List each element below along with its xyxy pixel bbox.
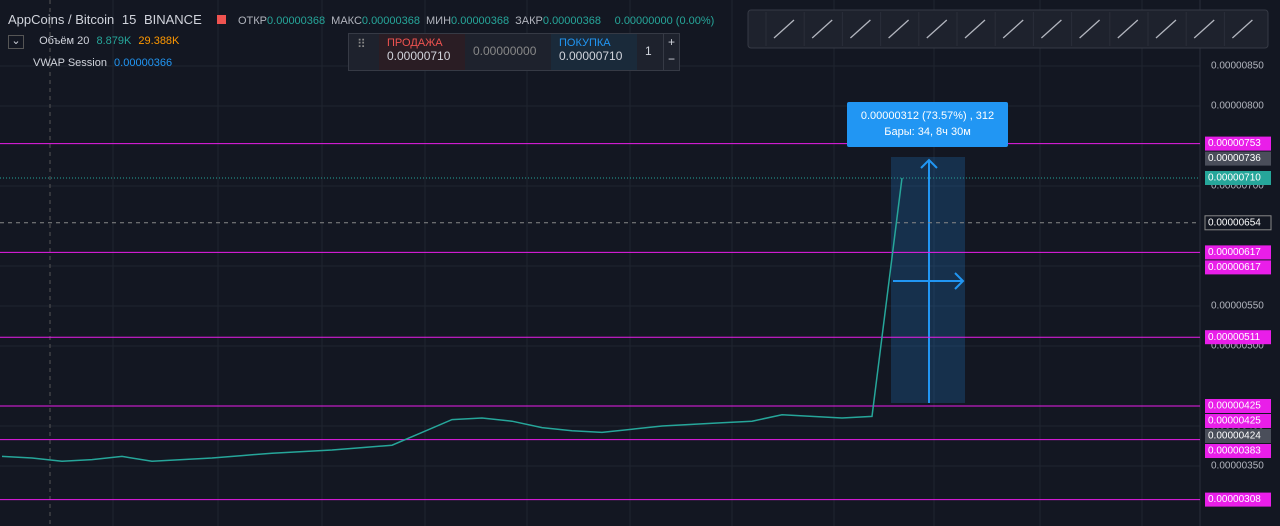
tool-icon (1155, 19, 1177, 39)
stepper[interactable]: + − (663, 34, 679, 70)
tool-icon (964, 19, 986, 39)
measure-arrow (893, 158, 965, 403)
indicator-value: 8.879K (96, 35, 132, 47)
price-label-box (1205, 429, 1271, 443)
price-label-box (1205, 136, 1271, 151)
toolbar-button[interactable] (765, 12, 795, 46)
vwap-legend: VWAP Session 0.00000366 (33, 57, 172, 69)
y-tick-label: 0.00000850 (1211, 61, 1264, 72)
price-label: 0.00000383 (1208, 446, 1261, 457)
toolbar-button[interactable] (803, 12, 833, 46)
price-label: 0.00000308 (1208, 494, 1261, 505)
change: 0.00000000 (0.00%) (614, 15, 715, 27)
exchange: BINANCE (143, 12, 202, 27)
tool-icon (926, 19, 948, 39)
price-label: 0.00000424 (1208, 431, 1261, 442)
y-tick-label: 0.00000550 (1211, 301, 1264, 312)
price-label: 0.00000617 (1208, 247, 1261, 258)
tool-icon (1117, 19, 1139, 39)
price-label-box (1205, 492, 1271, 507)
price-label-box (1205, 444, 1271, 458)
spread: 0.00000000 (473, 44, 537, 58)
buy-price: 0.00000710 (559, 49, 623, 63)
price-label-box (1205, 330, 1271, 345)
price-label-box (1205, 171, 1271, 185)
ohlc-value: 0.00000368 (451, 15, 510, 27)
buy-button[interactable]: ПОКУПКА 0.00000710 (551, 34, 637, 70)
indicator-name: VWAP Session (33, 57, 107, 69)
toolbar-button[interactable] (918, 12, 948, 46)
toolbar-button[interactable] (956, 12, 986, 46)
price-label: 0.00000654 (1208, 217, 1261, 228)
tool-icon (1040, 19, 1062, 39)
ohlc-label: МАКС (331, 15, 362, 27)
toolbar (747, 9, 1269, 49)
y-tick-label: 0.00000350 (1211, 461, 1264, 472)
y-tick-label: 0.00000500 (1211, 341, 1264, 352)
sell-label: ПРОДАЖА (387, 37, 443, 49)
quantity[interactable]: 1 (645, 44, 652, 58)
price-label-box (1205, 399, 1271, 413)
ohlc-label: ОТКР (238, 15, 268, 27)
toolbar-button[interactable] (880, 12, 910, 46)
measure-text: Бары: 34, 8ч 30м (884, 126, 971, 138)
price-label-box (1204, 215, 1272, 231)
price-label-box (1205, 260, 1271, 275)
tool-icon (1231, 19, 1253, 39)
toolbar-button[interactable] (841, 12, 871, 46)
symbol: AppCoins / Bitcoin (8, 12, 115, 27)
tool-icon (773, 19, 795, 39)
ohlc-label: МИН (426, 15, 452, 27)
toolbar-button[interactable] (1032, 12, 1062, 46)
ohlc-value: 0.00000368 (267, 15, 326, 27)
collapse-button[interactable]: ⌄ (8, 35, 24, 49)
sell-button[interactable]: ПРОДАЖА 0.00000710 (379, 34, 465, 70)
toolbar-button[interactable] (1071, 12, 1101, 46)
price-label-box (1205, 245, 1271, 260)
toolbar-button[interactable] (1223, 12, 1253, 46)
tool-icon (1002, 19, 1024, 39)
price-label: 0.00000736 (1208, 153, 1261, 164)
price-line-series (1, 177, 903, 462)
trade-widget: ⠿ ПРОДАЖА 0.00000710 0.00000000 ПОКУПКА 0.… (348, 33, 681, 71)
ohlc-value: 0.00000368 (542, 15, 602, 27)
indicator-value: 0.00000366 (114, 57, 173, 69)
flag[interactable] (217, 15, 227, 24)
ohlc-value: 0.00000368 (361, 15, 421, 27)
price-label-box (1205, 151, 1271, 166)
price-label-box (1205, 414, 1271, 428)
measure-tooltip: 0.00000312 (73.57%) , 312 Бары: 34, 8ч 3… (847, 102, 1008, 147)
price-label: 0.00000425 (1208, 401, 1261, 412)
tool-icon (888, 19, 910, 39)
buy-label: ПОКУПКА (559, 37, 611, 49)
tool-icon (1193, 19, 1215, 39)
price-label: 0.00000425 (1208, 416, 1261, 427)
ohlc: ОТКР0.00000368 МАКС0.00000368 МИН0.0000036… (238, 15, 607, 27)
legend-header: AppCoins / Bitcoin 15 BINANCE ОТКР0.0000… (8, 12, 718, 27)
measure-text: 0.00000312 (73.57%) , 312 (860, 110, 995, 122)
tool-icon (1079, 19, 1101, 39)
y-tick-label: 0.00000800 (1211, 101, 1264, 112)
price-label: 0.00000710 (1208, 173, 1261, 184)
toolbar-button[interactable] (1109, 12, 1139, 46)
price-label: 0.00000511 (1208, 332, 1261, 343)
indicator-value: 29.388K (138, 35, 180, 47)
tool-icon (849, 19, 871, 39)
interval: 15 (121, 12, 137, 27)
toolbar-button[interactable] (994, 12, 1024, 46)
tool-icon (811, 19, 833, 39)
volume-legend: ⌄ Объём 20 8.879K 29.388K (8, 35, 179, 49)
y-tick-label: 0.00000700 (1211, 181, 1264, 192)
ohlc-label: ЗАКР (515, 15, 543, 27)
indicator-name: Объём 20 (39, 35, 90, 47)
sell-price: 0.00000710 (387, 49, 451, 63)
price-label: 0.00000753 (1208, 138, 1261, 149)
toolbar-button[interactable] (1185, 12, 1215, 46)
toolbar-button[interactable] (1147, 12, 1177, 46)
price-label: 0.00000617 (1208, 262, 1261, 273)
